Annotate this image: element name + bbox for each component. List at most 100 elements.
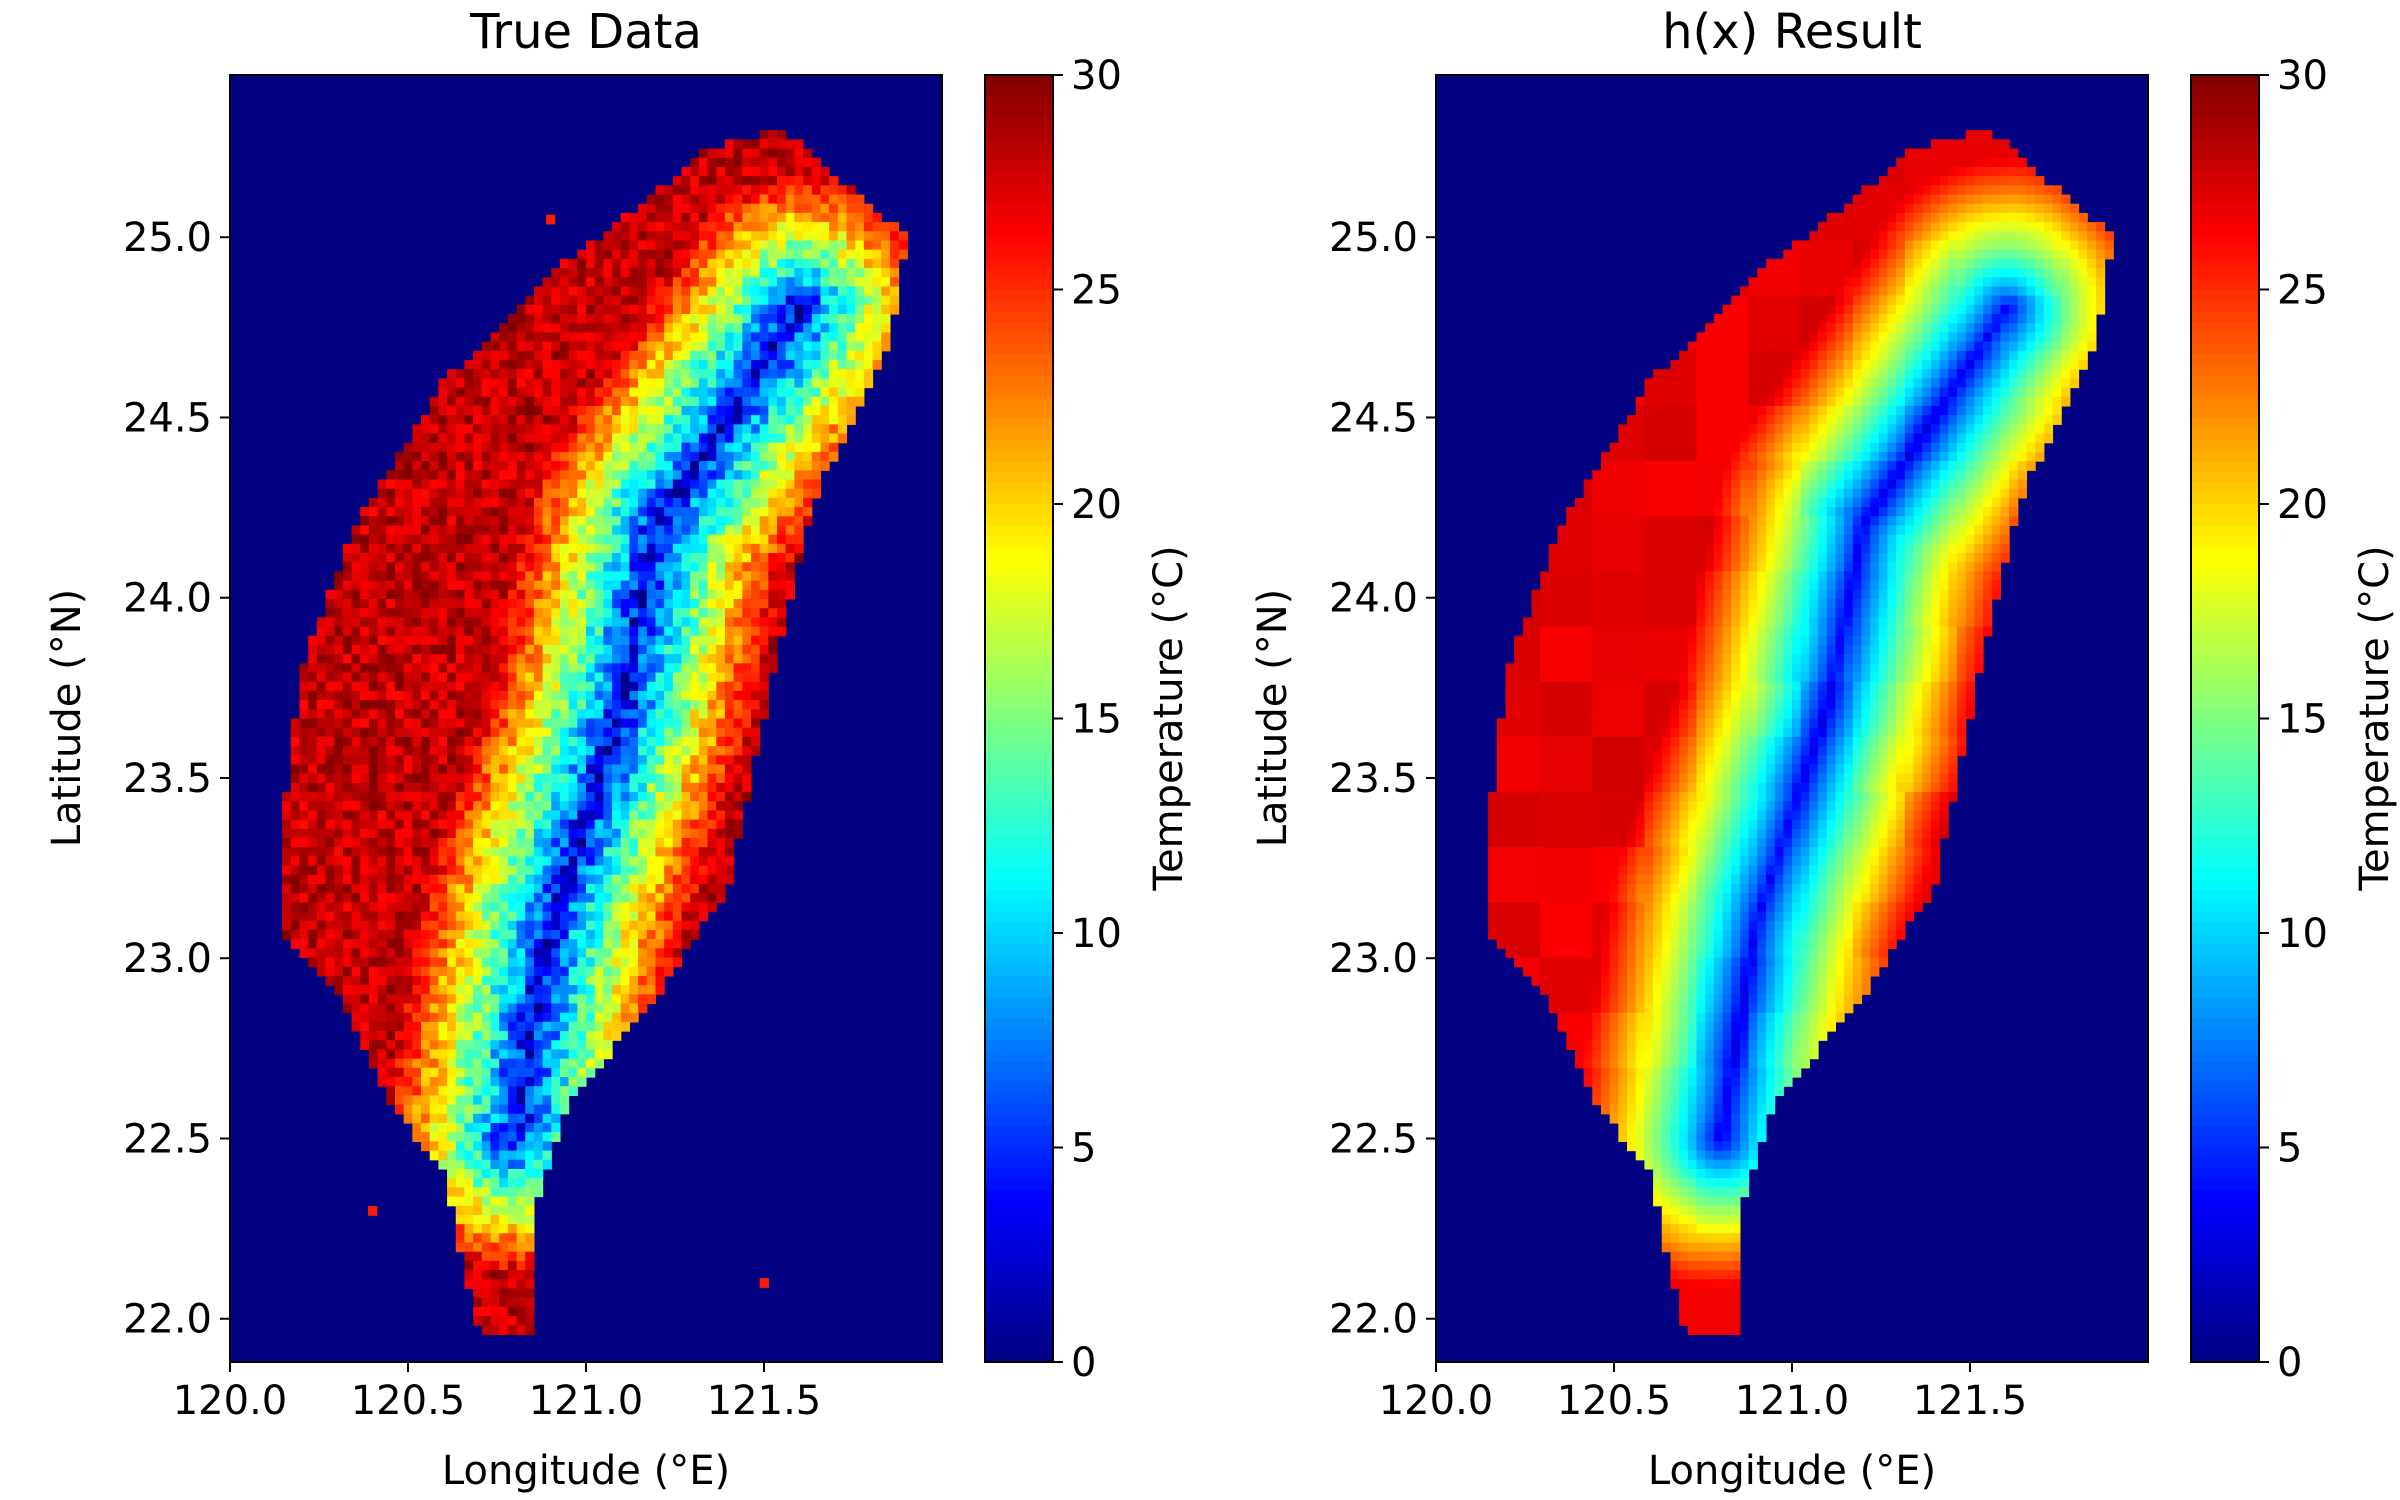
heat-cell [759, 139, 769, 150]
heat-cell [481, 516, 492, 527]
heat-cell [863, 240, 874, 251]
heat-cell [742, 497, 752, 508]
heat-cell [794, 295, 804, 306]
heat-cell [785, 562, 795, 573]
heat-cell [638, 672, 648, 683]
heat-cell [594, 295, 604, 306]
heat-cell [490, 350, 500, 361]
heat-cell [316, 911, 327, 922]
heat-cell [516, 874, 526, 885]
heat-cell [577, 911, 587, 922]
heat-cell [473, 1205, 483, 1216]
heat-cell [551, 277, 561, 288]
heat-cell [559, 948, 570, 959]
heat-cell [499, 700, 509, 710]
heat-cell [481, 939, 492, 949]
heat-cell [403, 874, 413, 885]
heat-cell [525, 1168, 535, 1179]
heat-cell [516, 1086, 526, 1096]
heat-cell [316, 617, 327, 628]
heat-cell [568, 1049, 578, 1060]
heat-cell [516, 1297, 526, 1308]
heat-cell [447, 1196, 457, 1207]
heat-cell [455, 792, 466, 802]
heat-cell [325, 865, 335, 876]
heat-cell [325, 718, 335, 729]
heat-cell [664, 461, 674, 471]
heat-cell [664, 773, 674, 784]
heat-cell [586, 929, 596, 940]
heat-cell [490, 497, 500, 508]
heat-cell [525, 690, 535, 701]
heat-cell [282, 893, 292, 903]
heat-cell [750, 166, 761, 177]
heat-cell [646, 690, 657, 701]
heat-cell [846, 387, 856, 398]
heat-cell [855, 277, 865, 288]
heat-cell [377, 598, 387, 609]
heat-cell [759, 304, 769, 315]
heat-cell [794, 470, 804, 481]
heat-cell [638, 451, 648, 462]
heat-cell [698, 194, 709, 205]
heat-cell [464, 883, 474, 894]
heat-cell [438, 1021, 448, 1032]
heat-cell [525, 323, 535, 333]
heat-cell [768, 580, 778, 591]
heat-cell [612, 929, 622, 940]
heat-cell [742, 488, 752, 499]
heat-cell [516, 939, 526, 949]
heat-cell [481, 957, 492, 968]
heat-cell [481, 1104, 492, 1115]
heat-cell [768, 451, 778, 462]
heat-cell [412, 948, 422, 959]
heat-cell [308, 865, 318, 876]
heat-cell [325, 874, 335, 885]
heat-cell [351, 847, 361, 857]
heat-cell [820, 396, 830, 407]
heat-cell [559, 874, 570, 885]
heat-cell [386, 985, 396, 995]
heat-cell [447, 709, 457, 720]
heat-cell [325, 700, 335, 710]
heat-cell [464, 902, 474, 913]
heat-cell [646, 580, 657, 591]
heat-cell [586, 883, 596, 894]
heat-cell [846, 359, 856, 370]
heat-cell [690, 893, 700, 903]
heat-cell [629, 295, 639, 306]
heat-cell [629, 810, 639, 821]
heat-cell [603, 451, 613, 462]
heat-cell [464, 479, 474, 490]
heat-cell [377, 571, 387, 582]
heat-cell [499, 442, 509, 453]
heat-cell [638, 985, 648, 995]
heat-cell [533, 488, 544, 499]
heat-cell [342, 948, 353, 959]
heat-cell [690, 240, 700, 251]
heat-cell [455, 562, 466, 573]
heat-cell [750, 543, 761, 554]
heat-cell [507, 1159, 518, 1170]
heat-cell [664, 654, 674, 664]
heat-cell [716, 792, 726, 802]
heat-cell [586, 359, 596, 370]
heat-cell [394, 516, 405, 527]
heat-cell [421, 589, 431, 600]
heat-cell [716, 424, 726, 435]
heat-cell [707, 157, 717, 168]
heat-cell [681, 801, 691, 812]
heat-cell [586, 810, 596, 821]
heat-cell [551, 994, 561, 1005]
heat-cell [724, 635, 735, 646]
heat-cell [612, 323, 622, 333]
heat-cell [750, 470, 761, 481]
heat-cell [603, 782, 613, 793]
heat-cell [638, 598, 648, 609]
heat-cell [490, 332, 500, 343]
heat-cell [360, 571, 370, 582]
heat-cell [594, 654, 604, 664]
heat-cell [638, 323, 648, 333]
heat-cell [672, 249, 683, 260]
heat-cell [559, 939, 570, 949]
